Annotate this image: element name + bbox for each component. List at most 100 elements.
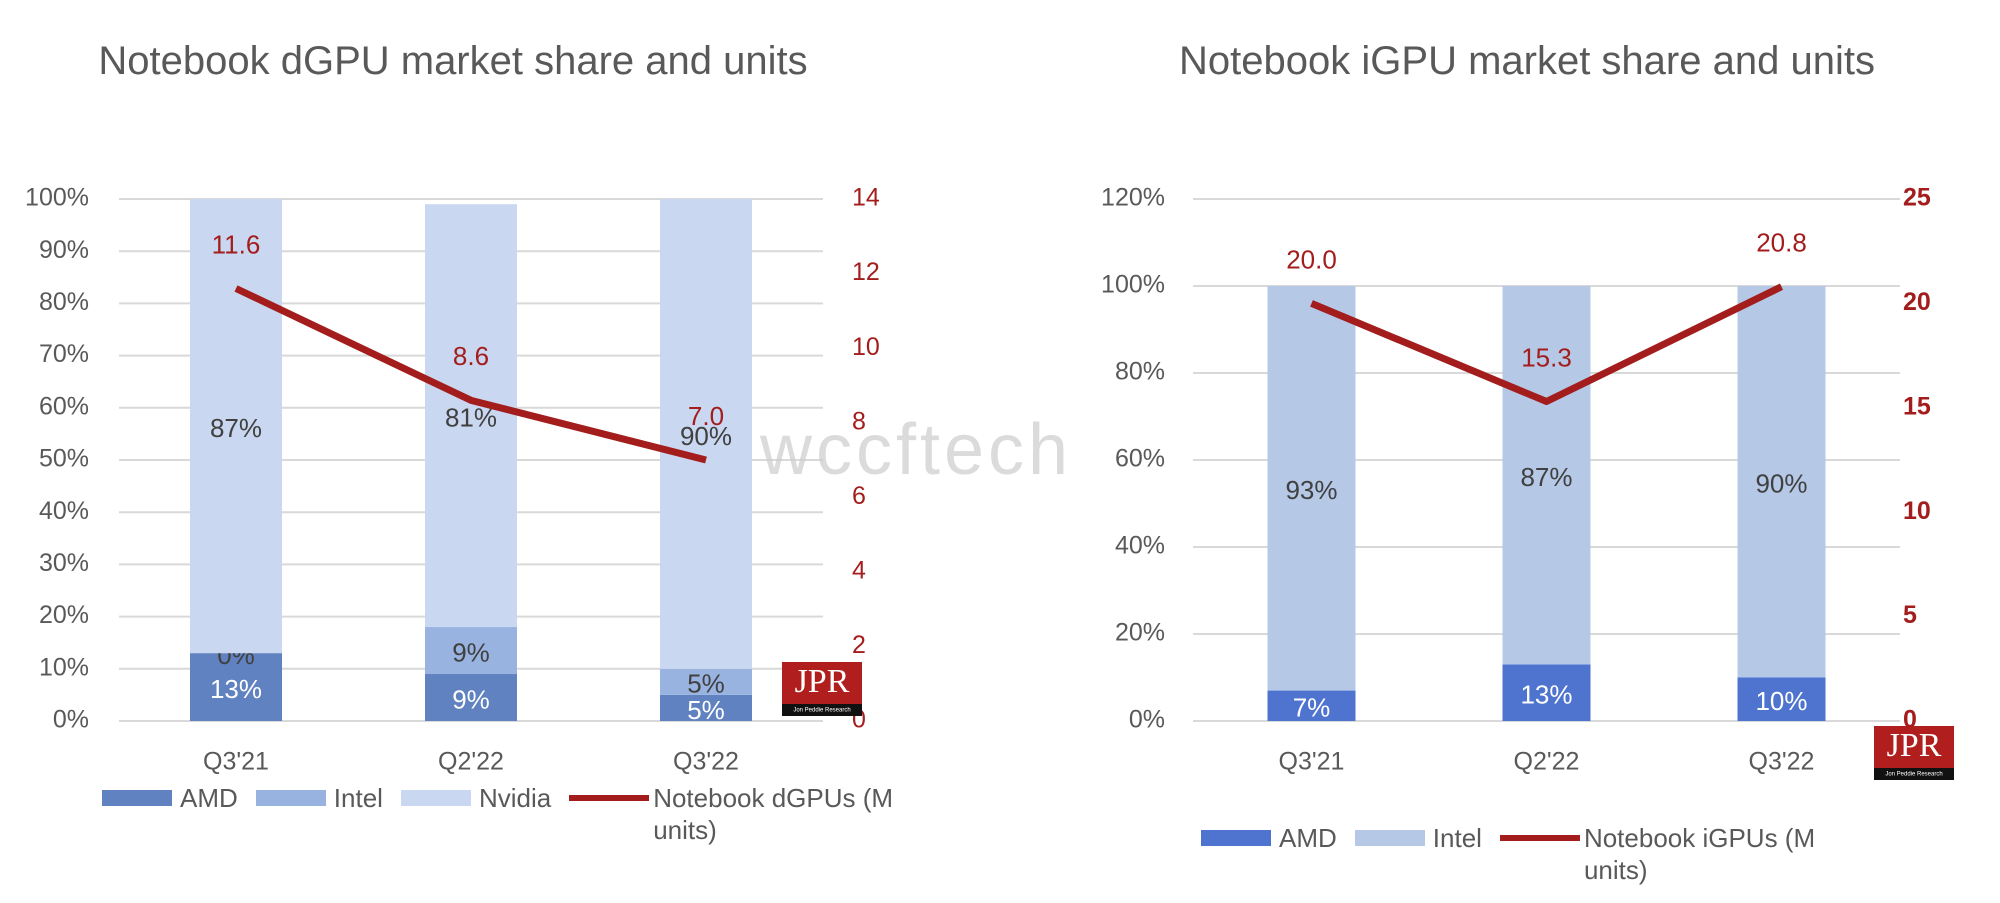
data-label: 10% <box>1755 686 1807 716</box>
legend-label: AMD <box>180 783 238 813</box>
logo-strip <box>782 704 862 716</box>
watermark: wccftech <box>759 410 1072 490</box>
bar-segment <box>425 674 517 721</box>
y-tick-label: 40% <box>39 497 89 525</box>
legend-swatch <box>102 790 172 806</box>
logo-box <box>1874 726 1954 776</box>
line-label: 15.3 <box>1521 342 1572 372</box>
logo: JPR <box>795 663 850 700</box>
chart-title: Notebook dGPU market share and units <box>98 39 808 83</box>
y-tick-label: 70% <box>39 340 89 368</box>
data-label: 13% <box>1520 680 1572 710</box>
data-label: 93% <box>1285 475 1337 505</box>
bar-segment <box>660 694 752 721</box>
x-tick-label: Q2'22 <box>438 748 504 776</box>
bar-segment <box>1267 286 1356 691</box>
legend-swatch <box>1201 830 1271 846</box>
legend-label: Notebook dGPUs (M units) <box>653 783 894 845</box>
logo: JPR <box>1887 727 1942 764</box>
legend: AMD Intel Notebook iGPUs (M units) <box>1201 822 1842 886</box>
data-label: 9% <box>452 637 490 667</box>
legend: AMD Intel Nvidia Notebook dGPUs (M units) <box>102 782 911 846</box>
chart-title: Notebook iGPU market share and units <box>1179 39 1875 83</box>
bar-segment <box>1737 677 1826 721</box>
y2-tick-label: 2 <box>852 631 866 659</box>
bar-segment <box>660 199 752 669</box>
y-tick-label: 50% <box>39 445 89 473</box>
logo-caption: Jon Peddie Research <box>793 708 850 714</box>
y-tick-label: 40% <box>1115 532 1165 560</box>
legend-item: Intel <box>1354 822 1482 854</box>
y-tick-label: 10% <box>39 653 89 681</box>
legend-item: Notebook dGPUs (M units) <box>569 782 893 846</box>
bar-segment <box>425 627 517 675</box>
data-label: 87% <box>210 413 262 443</box>
bar-segment <box>1737 286 1826 678</box>
y2-tick-label: 10 <box>852 333 880 361</box>
legend-swatch <box>569 795 650 801</box>
y-tick-label: 0% <box>1129 706 1165 734</box>
logo-box <box>782 662 862 712</box>
legend-item: Intel <box>255 782 383 814</box>
y2-tick-label: 15 <box>1903 392 1931 420</box>
legend-swatch <box>255 790 326 806</box>
data-label: 5% <box>687 695 725 725</box>
y-tick-label: 30% <box>39 549 89 577</box>
y2-tick-label: 4 <box>852 556 866 584</box>
data-label: 5% <box>687 669 725 699</box>
y2-tick-label: 8 <box>852 407 866 435</box>
y-tick-label: 80% <box>1115 358 1165 386</box>
legend-swatch <box>400 790 471 806</box>
y-tick-label: 100% <box>25 184 89 212</box>
y2-tick-label: 10 <box>1903 497 1931 525</box>
y2-tick-label: 6 <box>852 482 866 510</box>
legend-item: AMD <box>102 782 238 814</box>
line-label: 8.6 <box>453 341 489 371</box>
line-series <box>1310 283 1784 406</box>
bar-segment <box>1267 690 1356 721</box>
x-tick-label: Q3'22 <box>673 748 739 776</box>
line-label: 7.0 <box>688 401 724 431</box>
data-label: 87% <box>1520 462 1572 492</box>
y-tick-label: 60% <box>1115 445 1165 473</box>
y-tick-label: 80% <box>39 288 89 316</box>
legend-item: Notebook iGPUs (M units) <box>1499 822 1824 886</box>
bar-segment <box>425 204 517 628</box>
y-tick-label: 20% <box>39 601 89 629</box>
y-tick-label: 120% <box>1101 184 1165 212</box>
bar-segment <box>190 199 282 654</box>
y-tick-label: 60% <box>39 392 89 420</box>
data-label: 9% <box>452 684 490 714</box>
bar-segment <box>190 653 282 721</box>
y-tick-label: 100% <box>1101 271 1165 299</box>
y-tick-label: 90% <box>39 236 89 264</box>
legend-swatch <box>1354 830 1425 846</box>
x-tick-label: Q3'21 <box>203 748 269 776</box>
bar-segment <box>660 668 752 695</box>
legend-label: Notebook iGPUs (M units) <box>1583 823 1816 885</box>
x-tick-label: Q2'22 <box>1514 748 1580 776</box>
legend-swatch <box>1499 835 1580 841</box>
line-label: 20.8 <box>1756 228 1807 258</box>
line-label: 11.6 <box>212 229 261 259</box>
y2-tick-label: 25 <box>1903 184 1931 212</box>
data-label: 7% <box>1293 693 1331 723</box>
line-label: 20.0 <box>1286 244 1337 274</box>
legend-item: Nvidia <box>400 782 552 814</box>
legend-label: Intel <box>333 783 383 813</box>
data-label: 90% <box>680 421 732 451</box>
y2-tick-label: 14 <box>852 184 880 212</box>
x-tick-label: Q3'22 <box>1749 748 1815 776</box>
legend-label: AMD <box>1279 823 1337 853</box>
legend-label: Nvidia <box>478 783 552 813</box>
data-label: 90% <box>1755 469 1807 499</box>
bar-segment <box>1502 286 1591 665</box>
y2-tick-label: 20 <box>1903 288 1931 316</box>
data-label: 13% <box>210 674 262 704</box>
legend-item: AMD <box>1201 822 1337 854</box>
y-tick-label: 0% <box>53 706 89 734</box>
legend-label: Intel <box>1432 823 1482 853</box>
y2-tick-label: 5 <box>1903 601 1917 629</box>
